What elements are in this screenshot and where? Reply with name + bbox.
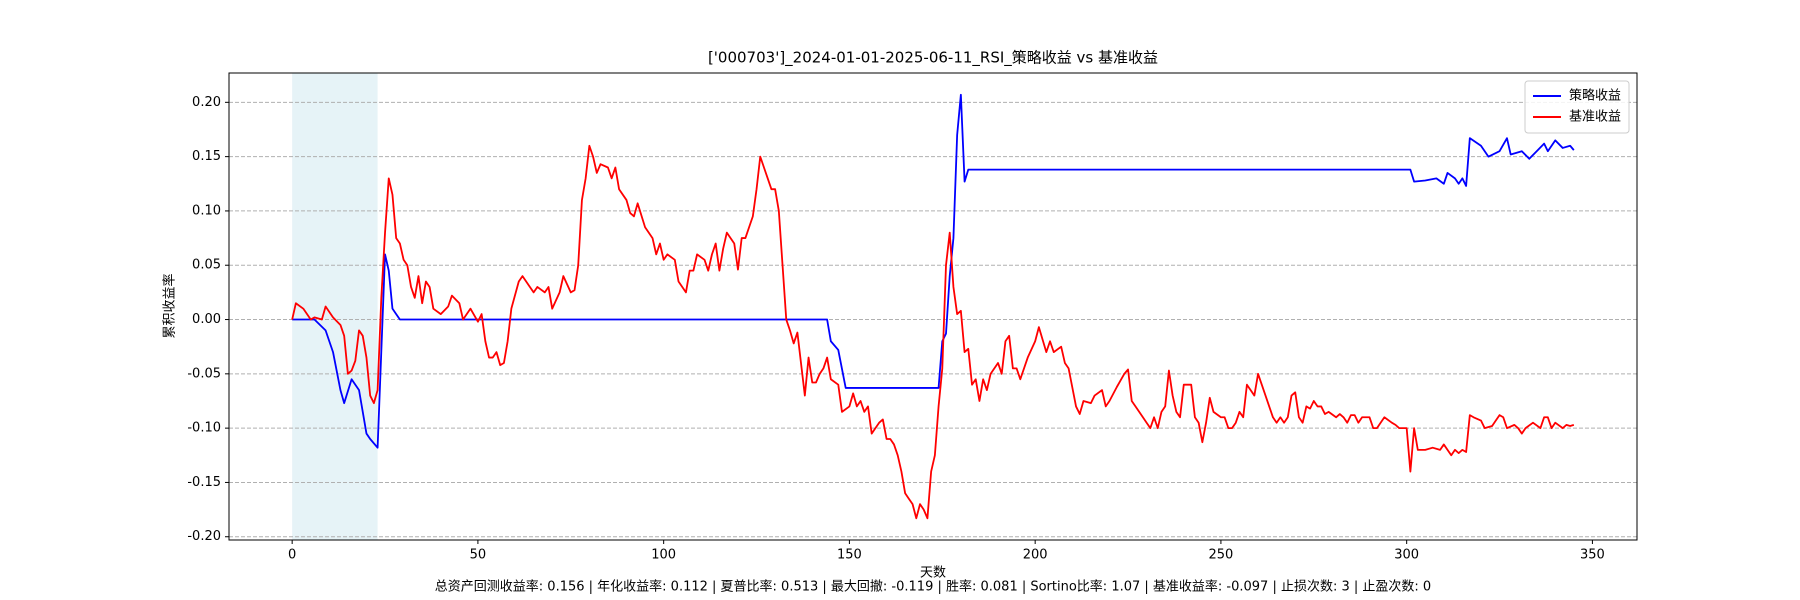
legend-box [1524,80,1630,134]
y-tick-label: 0.15 [192,149,221,164]
y-tick-label: 0.10 [192,203,221,218]
x-tick-label: 250 [1209,548,1234,563]
x-tick-label: 350 [1580,548,1605,563]
x-axis-label: 天数 [920,566,946,581]
footer-stats: 总资产回测收益率: 0.156 | 年化收益率: 0.112 | 夏普比率: 0… [435,579,1431,595]
series-line [292,93,1575,449]
y-tick-label: 0.20 [192,95,221,110]
shaded-region [292,73,378,540]
y-tick-label: -0.15 [187,475,221,490]
x-tick-label: 0 [288,548,296,563]
y-tick-label: 0.00 [192,312,221,327]
plot-frame [228,72,1638,541]
x-tick-label: 200 [1023,548,1048,563]
x-tick-label: 150 [837,548,862,563]
y-axis-label: 累积收益率 [162,273,178,338]
y-tick-label: -0.20 [187,529,221,544]
legend-label: 策略收益 [1569,88,1621,104]
x-tick-label: 50 [470,548,487,563]
y-tick-label: -0.05 [187,366,221,381]
y-tick-label: 0.05 [192,258,221,273]
chart-title: ['000703']_2024-01-01-2025-06-11_RSI_策略收… [708,49,1158,68]
y-tick-label: -0.10 [187,421,221,436]
legend-label: 基准收益 [1569,110,1621,125]
x-tick-label: 100 [651,548,676,563]
series-line [291,144,1575,520]
x-tick-label: 300 [1394,548,1419,563]
